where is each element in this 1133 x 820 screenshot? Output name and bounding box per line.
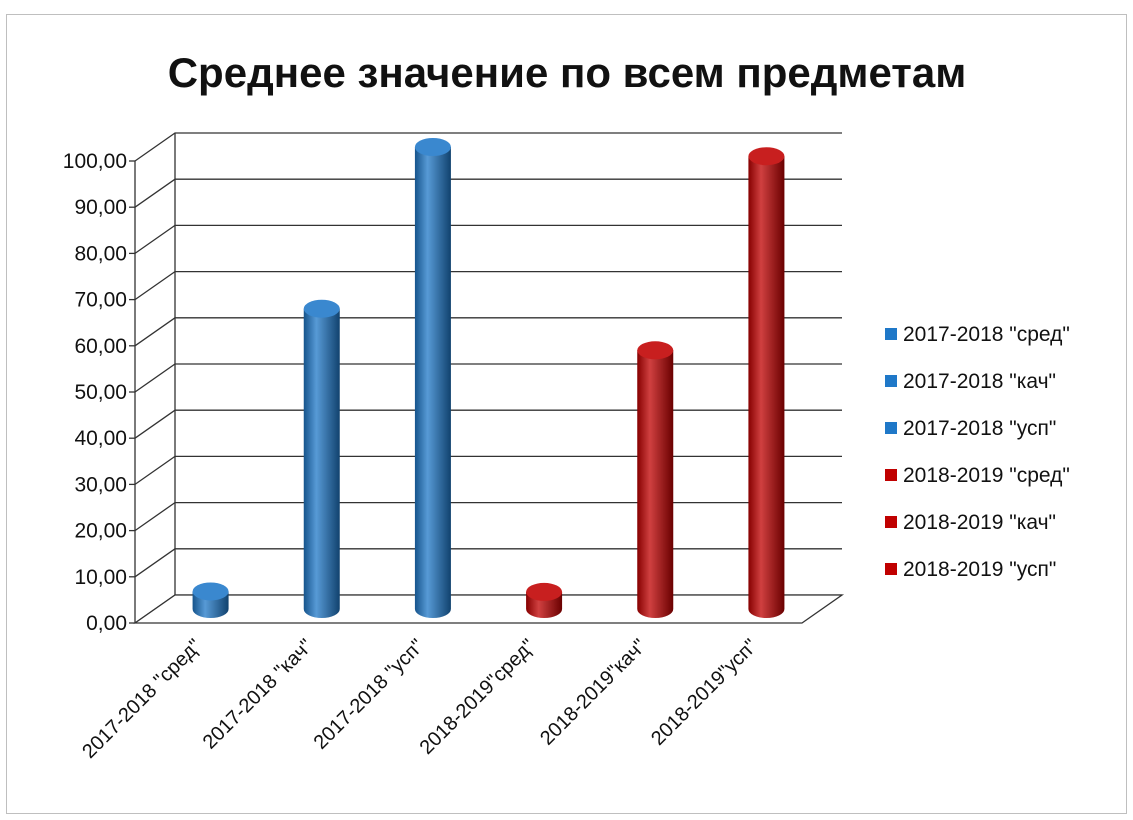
y-tick-label: 40,00 (74, 427, 127, 450)
x-category-label: 2018-2019"кач" (536, 635, 651, 750)
x-category-label: 2018-2019"сред" (416, 635, 540, 759)
y-tick-label: 80,00 (74, 242, 127, 265)
gridline (134, 132, 842, 162)
legend-label: 2017-2018 "сред" (903, 323, 1070, 346)
grid (132, 132, 845, 624)
y-tick-label: 60,00 (74, 335, 127, 358)
legend-swatch (885, 516, 897, 528)
bar (192, 582, 229, 618)
legend-swatch (885, 422, 897, 434)
bar (748, 147, 785, 619)
gridline (134, 178, 842, 208)
legend-label: 2018-2019 "усп" (903, 558, 1056, 581)
chart-frame: Среднее значение по всем предметам 0,00 1… (6, 14, 1127, 814)
y-tick-label: 10,00 (74, 566, 127, 589)
legend-label: 2017-2018 "кач" (903, 370, 1056, 393)
bars (192, 138, 785, 619)
legend-label: 2018-2019 "кач" (903, 511, 1056, 534)
legend: 2017-2018 "сред" 2017-2018 "кач" 2017-2018… (885, 323, 1070, 581)
legend-label: 2017-2018 "усп" (903, 417, 1056, 440)
gridline (134, 455, 842, 485)
x-category-label: 2017-2018 "кач" (199, 635, 318, 754)
legend-swatch (885, 563, 897, 575)
bar (526, 582, 563, 618)
y-tick-label: 30,00 (74, 473, 127, 496)
legend-item: 2018-2019 "сред" (885, 464, 1070, 487)
gridline (134, 270, 842, 301)
legend-item: 2017-2018 "сред" (885, 323, 1070, 346)
y-tick-label: 90,00 (74, 196, 127, 219)
x-category-label: 2017-2018 "усп" (310, 635, 429, 754)
gridline (134, 224, 842, 254)
y-tick-label: 20,00 (74, 520, 127, 543)
x-axis-categories: 2017-2018 "сред"2017-2018 "кач"2017-2018… (78, 635, 762, 763)
y-tick-label: 100,00 (63, 150, 127, 173)
y-axis-ticks: 0,00 10,00 20,00 30,00 40,00 50,00 60,00 70,00 8… (63, 150, 135, 635)
legend-item: 2017-2018 "усп" (885, 417, 1056, 440)
legend-swatch (885, 469, 897, 481)
gridline (134, 501, 842, 532)
legend-label: 2018-2019 "сред" (903, 464, 1070, 487)
chart-title: Среднее значение по всем предметам (168, 49, 967, 96)
legend-item: 2018-2019 "кач" (885, 511, 1056, 534)
x-category-label: 2017-2018 "сред" (78, 635, 206, 763)
bar (303, 299, 340, 618)
floor (132, 594, 845, 624)
legend-item: 2017-2018 "кач" (885, 370, 1056, 393)
legend-swatch (885, 328, 897, 340)
gridline (134, 363, 842, 393)
legend-item: 2018-2019 "усп" (885, 558, 1056, 581)
legend-swatch (885, 375, 897, 387)
y-tick-label: 50,00 (74, 381, 127, 404)
bar (637, 341, 674, 618)
bar (414, 138, 451, 618)
chart: Среднее значение по всем предметам 0,00 1… (63, 49, 1070, 763)
x-category-label: 2018-2019"усп" (647, 635, 762, 750)
gridline (134, 409, 842, 439)
gridline (134, 548, 842, 578)
gridline (134, 317, 842, 347)
y-tick-label: 70,00 (74, 289, 127, 312)
y-tick-label: 0,00 (86, 612, 127, 635)
